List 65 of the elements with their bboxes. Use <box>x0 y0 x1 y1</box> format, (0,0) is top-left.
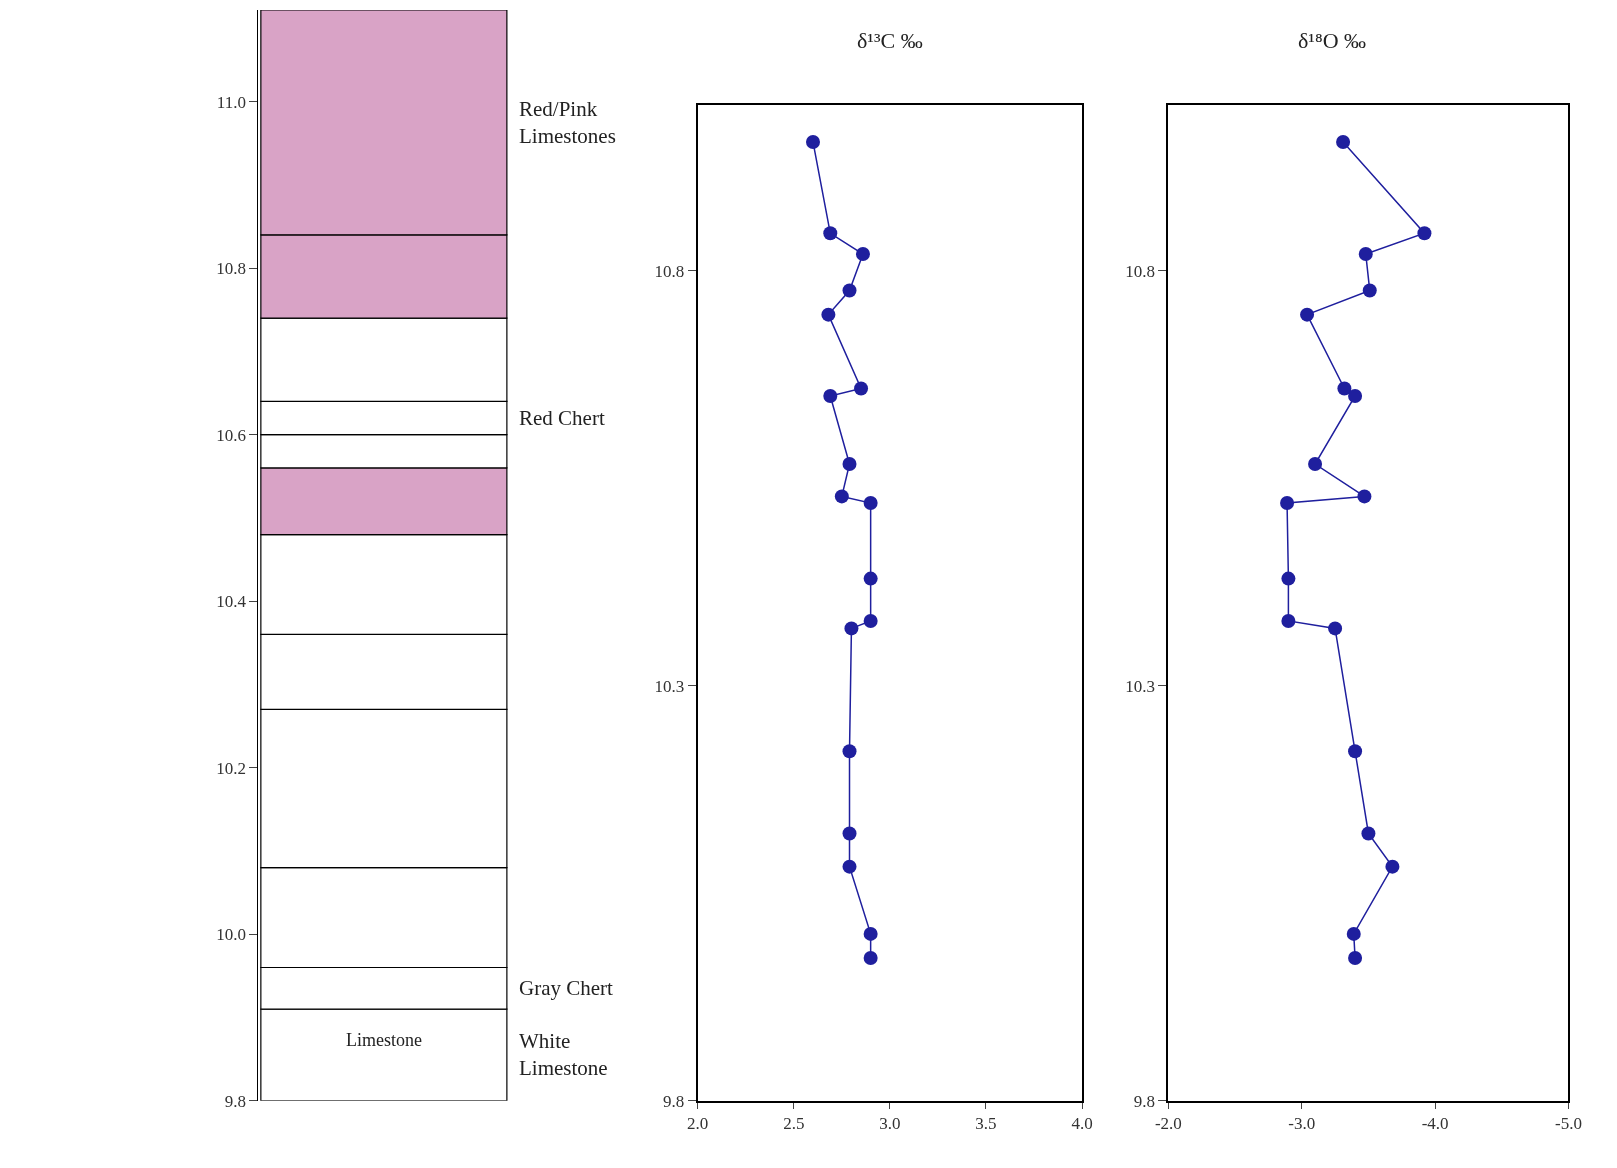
y-tick-label: 10.0 <box>216 925 246 945</box>
x-tick-label: -3.0 <box>1288 1114 1316 1134</box>
point <box>1357 489 1372 504</box>
x-tick-label: -5.0 <box>1555 1114 1582 1134</box>
point <box>842 744 857 759</box>
point <box>823 226 838 241</box>
y-tick-label: 10.3 <box>1125 676 1155 696</box>
point <box>1348 388 1363 403</box>
point <box>823 388 838 403</box>
point <box>1281 613 1296 628</box>
x-tick-label: 2.0 <box>687 1114 709 1134</box>
point <box>842 457 857 472</box>
point <box>1280 496 1295 511</box>
x-tick-label: -4.0 <box>1421 1114 1449 1134</box>
point <box>842 283 857 298</box>
point <box>1362 283 1377 298</box>
point <box>1308 457 1323 472</box>
point <box>1348 744 1363 759</box>
series-label: Red/Pink Limestones <box>519 97 616 149</box>
point <box>1361 826 1376 841</box>
point <box>863 950 878 965</box>
point <box>1300 307 1315 322</box>
y-tick-label: 10.2 <box>216 758 246 778</box>
point <box>1337 381 1352 396</box>
point <box>854 381 869 396</box>
x-tick-label: 3.5 <box>975 1114 997 1134</box>
point <box>863 571 878 586</box>
point <box>842 826 857 841</box>
point <box>1417 226 1432 241</box>
series-label: Red Chert <box>519 406 605 430</box>
point <box>1336 134 1351 149</box>
y-tick-label: 9.8 <box>1133 1091 1155 1111</box>
y-tick-label: 10.3 <box>654 676 685 696</box>
point <box>842 859 857 874</box>
point <box>1328 621 1343 636</box>
point <box>844 621 859 636</box>
x-tick-label: -2.0 <box>1154 1114 1182 1134</box>
y-tick-label: 9.8 <box>224 1091 246 1111</box>
y-tick-label: 10.8 <box>1125 261 1155 281</box>
chart-title: δ¹⁸O ‰ <box>1298 28 1367 53</box>
point <box>855 247 870 262</box>
chart-title: δ¹³C ‰ <box>857 28 923 53</box>
annotation: Limestone <box>346 1030 422 1050</box>
point <box>1348 950 1363 965</box>
point <box>863 496 878 511</box>
series-label: White Limestone <box>519 1029 608 1081</box>
point <box>834 489 849 504</box>
x-tick-label: 3.0 <box>879 1114 901 1134</box>
point <box>1346 926 1361 941</box>
y-tick-label: 9.8 <box>663 1091 685 1111</box>
y-tick-label: 10.4 <box>216 592 247 612</box>
point <box>821 307 836 322</box>
point <box>863 613 878 628</box>
point <box>1385 859 1400 874</box>
y-tick-label: 10.6 <box>216 425 246 445</box>
y-tick-label: 11.0 <box>216 92 246 112</box>
point <box>863 926 878 941</box>
series-label: Gray Chert <box>519 976 614 1000</box>
y-tick-label: 10.8 <box>654 261 685 281</box>
x-tick-label: 4.0 <box>1071 1114 1093 1134</box>
point <box>1281 571 1296 586</box>
point <box>1358 247 1373 262</box>
x-tick-label: 2.5 <box>783 1114 805 1134</box>
y-tick-label: 10.8 <box>216 259 246 279</box>
point <box>806 134 820 149</box>
